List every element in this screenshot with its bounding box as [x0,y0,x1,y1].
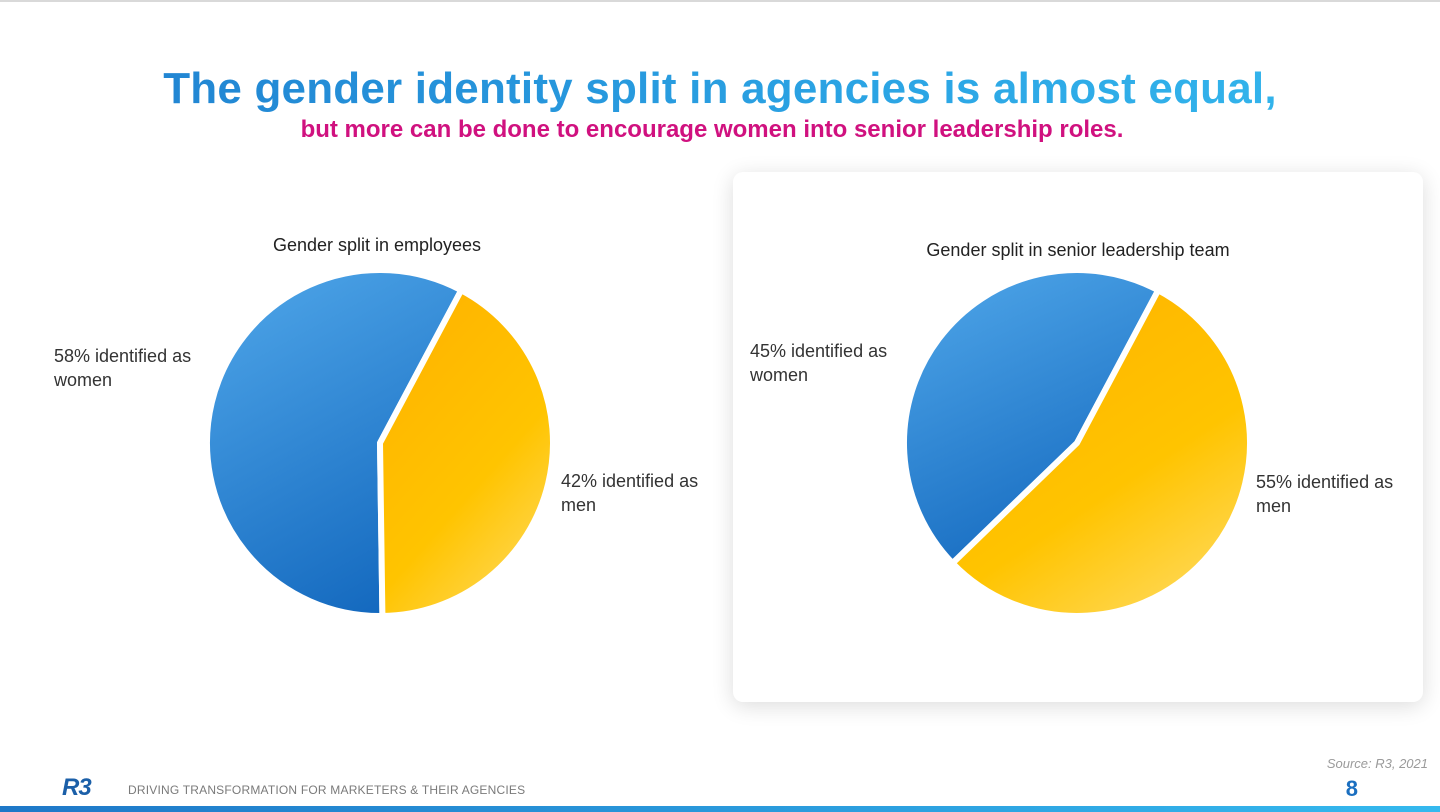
data-label-women: 58% identified as women [53,346,191,390]
source-note: Source: R3, 2021 [1326,756,1428,771]
footer-bar [0,806,1440,812]
chart-title: Gender split in senior leadership team [926,240,1229,260]
page-number: 8 [1345,776,1358,801]
chart-title: Gender split in employees [273,235,481,255]
pie-slice-women [900,267,1162,567]
pie-slice-men [377,287,556,619]
top-border [0,0,1440,2]
data-label-men: 42% identified as men [561,471,698,515]
data-label-line: men [1256,496,1291,516]
r3-logo: R3 [62,774,92,801]
slide-subtitle: but more can be done to encourage women … [300,116,1124,143]
data-label-women: 45% identified as women [749,341,887,385]
pie-slice-women [204,267,465,619]
data-label-line: 58% identified as [54,346,191,366]
data-label-line: men [561,495,596,515]
pie-chart-2: Gender split in senior leadership team 45… [746,240,1420,619]
data-label-line: 42% identified as [561,471,698,491]
pie-slice-men [949,287,1253,619]
data-label-line: 45% identified as [750,341,887,361]
data-label-men: 55% identified as men [1256,472,1393,516]
pie-chart-1: Gender split in employees 58% identified … [53,235,718,619]
data-label-line: women [53,370,112,390]
data-label-line: 55% identified as [1256,472,1393,492]
footer-tagline: DRIVING TRANSFORMATION FOR MARKETERS & T… [128,783,526,797]
slide-title: The gender identity split in agencies is… [0,64,1440,114]
data-label-line: women [749,365,808,385]
